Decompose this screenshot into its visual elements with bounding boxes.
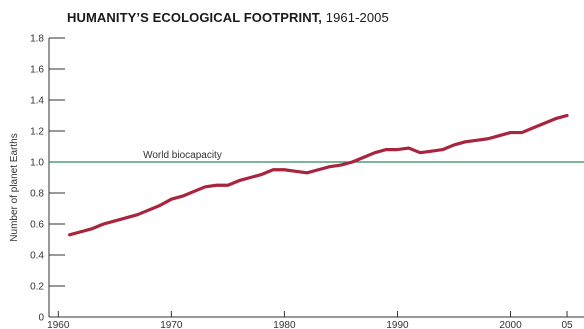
data-point	[136, 213, 139, 216]
data-point	[79, 230, 82, 233]
data-point	[407, 146, 410, 149]
x-tick-label: 1970	[160, 320, 183, 329]
data-point	[362, 156, 365, 159]
x-tick-label: 1990	[386, 320, 409, 329]
data-point	[339, 164, 342, 167]
data-point	[294, 170, 297, 173]
data-point	[147, 208, 150, 211]
x-tick-label: 05	[561, 320, 573, 329]
data-point	[102, 222, 105, 225]
y-tick-label: 0.4	[30, 251, 44, 262]
chart-title-years: 1961-2005	[325, 10, 389, 25]
data-point	[113, 219, 116, 222]
y-axis-ticks: 0 0.2 0.4 0.6 0.8 1.0 1.2 1.4 1.6 1.8	[30, 34, 65, 324]
data-point	[452, 143, 455, 146]
data-point	[509, 131, 512, 134]
series-points	[68, 114, 569, 237]
data-point	[430, 150, 433, 153]
data-point	[125, 216, 128, 219]
data-point	[283, 168, 286, 171]
y-tick-label: 0.6	[30, 220, 44, 231]
data-point	[249, 176, 252, 179]
data-point	[543, 122, 546, 125]
data-point	[565, 114, 568, 117]
y-tick-label: 1.6	[30, 65, 44, 76]
data-point	[204, 185, 207, 188]
data-point	[373, 151, 376, 154]
data-point	[498, 134, 501, 137]
data-point	[328, 165, 331, 168]
biocapacity-label: World biocapacity	[143, 150, 222, 161]
data-point	[215, 184, 218, 187]
data-point	[520, 131, 523, 134]
x-tick-label: 1960	[47, 320, 70, 329]
y-tick-label: 1.4	[30, 96, 44, 107]
y-axis-title: Number of planet Earths	[9, 133, 20, 241]
data-point	[317, 168, 320, 171]
data-point	[158, 204, 161, 207]
data-point	[464, 140, 467, 143]
data-point	[554, 117, 557, 120]
x-tick-label: 2000	[499, 320, 522, 329]
x-tick-label: 1980	[273, 320, 296, 329]
data-point	[486, 137, 489, 140]
y-tick-label: 1.0	[30, 158, 44, 169]
data-point	[238, 179, 241, 182]
data-point	[192, 190, 195, 193]
chart-title-main: HUMANITY’S ECOLOGICAL FOOTPRINT,	[67, 10, 323, 25]
y-tick-label: 1.2	[30, 127, 44, 138]
y-tick-label: 0.8	[30, 189, 44, 200]
x-axis-ticks: 1960 1970 1980 1990 2000 05	[47, 311, 573, 329]
data-point	[475, 139, 478, 142]
data-point	[385, 148, 388, 151]
data-point	[396, 148, 399, 151]
data-point	[418, 151, 421, 154]
data-point	[91, 227, 94, 230]
data-point	[260, 173, 263, 176]
data-point	[532, 126, 535, 129]
data-point	[170, 198, 173, 201]
data-point	[351, 160, 354, 163]
y-tick-label: 0	[38, 313, 44, 324]
data-point	[226, 184, 229, 187]
data-point	[272, 168, 275, 171]
data-point	[181, 195, 184, 198]
footprint-series-line	[68, 113, 569, 237]
data-point	[441, 148, 444, 151]
y-tick-label: 0.2	[30, 282, 44, 293]
data-point	[305, 171, 308, 174]
chart-title: HUMANITY’S ECOLOGICAL FOOTPRINT, 1961-20…	[67, 10, 389, 25]
y-tick-label: 1.8	[30, 34, 44, 45]
data-point	[68, 233, 71, 236]
